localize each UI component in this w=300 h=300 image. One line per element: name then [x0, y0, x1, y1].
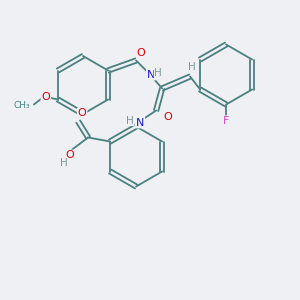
Text: O: O: [164, 112, 172, 122]
Text: O: O: [41, 92, 50, 101]
Text: O: O: [66, 151, 74, 160]
Text: F: F: [223, 116, 229, 127]
Text: CH₃: CH₃: [13, 101, 30, 110]
Text: H: H: [60, 158, 68, 169]
Text: O: O: [137, 49, 146, 58]
Text: H: H: [188, 61, 196, 71]
Text: O: O: [78, 109, 86, 118]
Text: H: H: [154, 68, 162, 77]
Text: N: N: [136, 118, 144, 128]
Text: H: H: [126, 116, 134, 125]
Text: N: N: [147, 70, 155, 80]
